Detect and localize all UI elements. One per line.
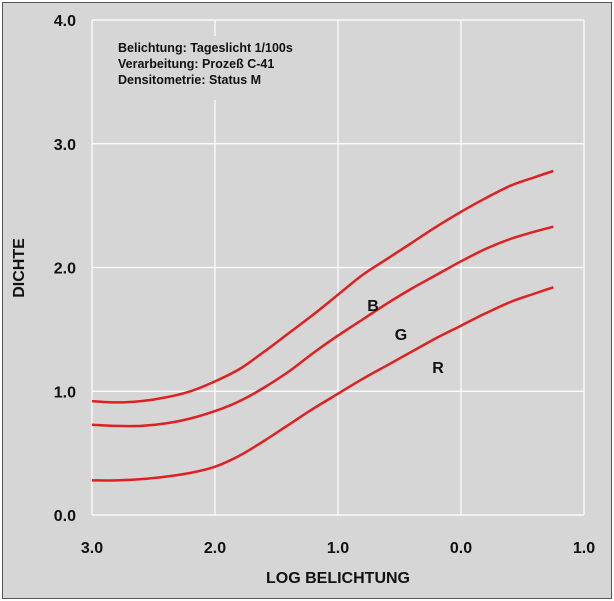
curve-label-g: G <box>395 327 407 344</box>
x-tick-label: 1.0 <box>573 540 595 557</box>
y-tick-label: 4.0 <box>54 13 76 30</box>
y-tick-label: 1.0 <box>54 384 76 401</box>
y-axis-title: DICHTE <box>11 238 28 298</box>
curve-r <box>91 286 554 482</box>
annotation-line: Densitometrie: Status M <box>118 73 261 87</box>
y-tick-label: 2.0 <box>54 261 76 278</box>
x-tick-label: 1.0 <box>327 540 349 557</box>
labels: 3.0 2.0 1.0 0.0 1.0 4.0 3.0 2.0 1.0 0.0 LOG BELICH… <box>11 13 595 587</box>
curves <box>91 169 554 482</box>
annotation-line: Belichtung: Tageslicht 1/100s <box>118 41 293 55</box>
x-tick-label: 0.0 <box>450 540 472 557</box>
y-tick-label: 3.0 <box>54 137 76 154</box>
grid <box>91 19 585 516</box>
curve-label-r: R <box>432 360 444 377</box>
annotation-box: Belichtung: Tageslicht 1/100s Verarbeitun… <box>112 36 328 100</box>
curve-b <box>91 169 554 404</box>
x-tick-label: 3.0 <box>81 540 103 557</box>
annotation-background <box>112 36 328 100</box>
annotation-line: Verarbeitung: Prozeß C-41 <box>118 57 274 71</box>
curve-label-b: B <box>367 298 379 315</box>
curve-g <box>91 225 554 428</box>
x-tick-label: 2.0 <box>204 540 226 557</box>
x-axis-title: LOG BELICHTUNG <box>266 570 410 587</box>
y-tick-label: 0.0 <box>54 508 76 525</box>
